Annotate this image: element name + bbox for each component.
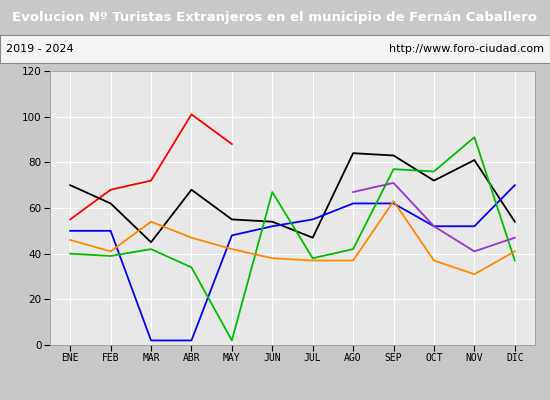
Text: Evolucion Nº Turistas Extranjeros en el municipio de Fernán Caballero: Evolucion Nº Turistas Extranjeros en el … bbox=[13, 11, 537, 24]
Text: 2019 - 2024: 2019 - 2024 bbox=[6, 44, 73, 54]
Text: http://www.foro-ciudad.com: http://www.foro-ciudad.com bbox=[389, 44, 544, 54]
